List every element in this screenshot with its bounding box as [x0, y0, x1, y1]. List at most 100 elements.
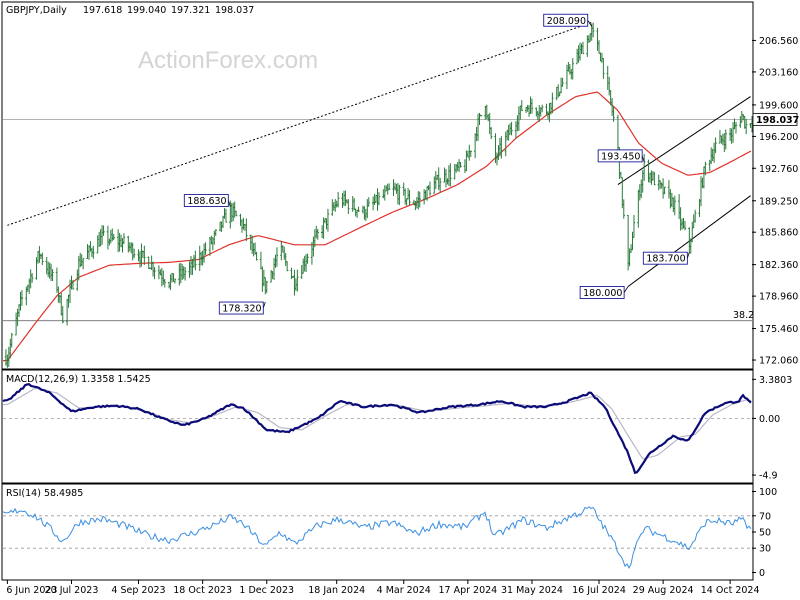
price-annotation: 183.700	[642, 251, 690, 265]
price-y-tick-label: 192.760	[759, 164, 798, 175]
ohlc-bar	[61, 305, 64, 324]
header-high: 199.040	[127, 5, 166, 16]
fib-level-label: 38.2	[733, 310, 754, 321]
x-tick-label: 18 Oct 2023	[173, 585, 232, 596]
price-annotation-label: 180.000	[583, 288, 622, 299]
price-y-tick-label: 189.250	[759, 196, 798, 207]
rsi-y-tick-label: 50	[759, 528, 771, 539]
ohlc-bar	[673, 195, 676, 216]
ohlc-bar	[275, 247, 279, 267]
ohlc-bar	[632, 214, 636, 238]
ohlc-bar	[398, 184, 401, 206]
ohlc-bar	[357, 206, 360, 212]
ohlc-bar	[92, 245, 95, 259]
rsi-label: RSI(14) 58.4985	[6, 488, 83, 499]
ohlc-bar	[173, 278, 177, 284]
ohlc-bar	[408, 189, 411, 206]
price-annotation: 178.320	[218, 301, 266, 315]
header-open: 197.618	[83, 5, 122, 16]
ohlc-bar	[204, 242, 207, 255]
ohlc-bar	[418, 191, 421, 208]
price-annotation-label: 178.320	[222, 304, 261, 315]
x-tick-label: 18 Jan 2024	[308, 585, 365, 596]
ohlc-bar	[245, 218, 248, 241]
macd-line	[2, 383, 752, 475]
ohlc-bar	[30, 273, 34, 283]
price-y-tick-label: 185.860	[759, 228, 798, 239]
ohlc-bar	[540, 104, 544, 113]
ohlc-bar	[71, 279, 75, 290]
ohlc-bar	[449, 163, 452, 187]
ohlc-bar	[296, 269, 299, 292]
ohlc-bar	[622, 199, 625, 219]
ohlc-bar	[714, 137, 717, 154]
current-price-box	[752, 112, 798, 126]
ohlc-bar	[581, 41, 585, 55]
price-panel-frame	[1, 1, 754, 370]
ohlc-bar	[51, 269, 54, 282]
long-trendline	[7, 21, 592, 226]
ohlc-bar	[326, 208, 330, 232]
price-annotation: 193.450	[597, 149, 645, 162]
x-tick-label: 6 Jun 2023	[6, 585, 57, 596]
price-annotation-label: 183.700	[646, 254, 685, 265]
ohlc-bar	[683, 220, 687, 231]
rsi-line	[2, 506, 752, 569]
price-annotation-label: 193.450	[601, 151, 640, 162]
header-symbol: GBPJPY,Daily	[6, 5, 67, 16]
ohlc-bar	[500, 136, 503, 159]
ohlc-bar	[153, 267, 156, 280]
ohlc-bar	[642, 153, 646, 181]
ohlc-bar	[163, 278, 166, 288]
price-y-tick-label: 182.360	[759, 260, 798, 271]
rsi-y-tick-label: 0	[759, 568, 765, 579]
watermark: ActionForex.com	[138, 47, 318, 74]
ohlc-bar	[387, 183, 391, 191]
price-annotation-label: 208.090	[547, 16, 586, 27]
x-tick-label: 16 Jul 2024	[572, 585, 626, 596]
rsi-y-tick-label: 100	[759, 487, 777, 498]
ohlc-bar	[347, 199, 350, 214]
ohlc-bar	[520, 100, 523, 112]
ohlc-bar	[20, 290, 24, 306]
price-y-tick-label: 199.600	[759, 100, 798, 111]
price-annotation: 188.630	[183, 194, 231, 207]
ohlc-bar	[653, 171, 656, 186]
ohlc-bar	[316, 228, 319, 240]
price-annotation-label: 188.630	[187, 196, 226, 207]
rsi-panel-frame	[1, 483, 754, 581]
ohlc-bar	[112, 233, 115, 241]
ohlc-bar	[724, 129, 727, 150]
ohlc-bar	[510, 122, 513, 136]
macd-panel-frame	[1, 369, 754, 484]
macd-y-tick-label: 0.00	[759, 414, 780, 425]
current-price-label: 198.037	[756, 115, 799, 126]
ohlc-bar	[367, 197, 370, 207]
ohlc-bar	[469, 150, 472, 157]
ohlc-bar	[459, 161, 462, 168]
price-y-tick-label: 206.560	[759, 36, 798, 47]
header-low: 197.321	[171, 5, 210, 16]
x-tick-label: 14 Oct 2024	[701, 585, 760, 596]
price-panel: ActionForex.com 38.2 208.090 188.630 178.3…	[1, 1, 799, 370]
ohlc-bar	[663, 186, 666, 195]
price-y-tick-label: 175.460	[759, 324, 798, 335]
ohlc-bar	[561, 77, 564, 87]
price-header: GBPJPY,Daily 197.618 199.040 197.321 198…	[6, 5, 254, 16]
price-y-tick-label: 203.160	[759, 67, 798, 78]
ohlc-bar	[377, 192, 381, 206]
macd-y-tick-label: 3.3803	[759, 375, 792, 386]
price-annotation: 208.090	[543, 13, 593, 27]
ohlc-bar	[143, 245, 146, 265]
ohlc-bar	[428, 181, 432, 196]
rsi-panel: 100 70 50 30 0 RSI(14) 58.4985	[1, 483, 777, 581]
price-y-tick-label: 172.060	[759, 356, 798, 367]
x-tick-label: 20 Jul 2023	[45, 585, 99, 596]
ohlc-bar	[306, 253, 309, 264]
ohlc-bar	[571, 58, 574, 80]
ohlc-bar	[234, 210, 238, 217]
x-tick-label: 4 Mar 2024	[377, 585, 431, 596]
ohlc-bar	[10, 332, 13, 348]
ohlc-bar	[183, 266, 187, 281]
rsi-y-tick-label: 70	[759, 511, 771, 522]
